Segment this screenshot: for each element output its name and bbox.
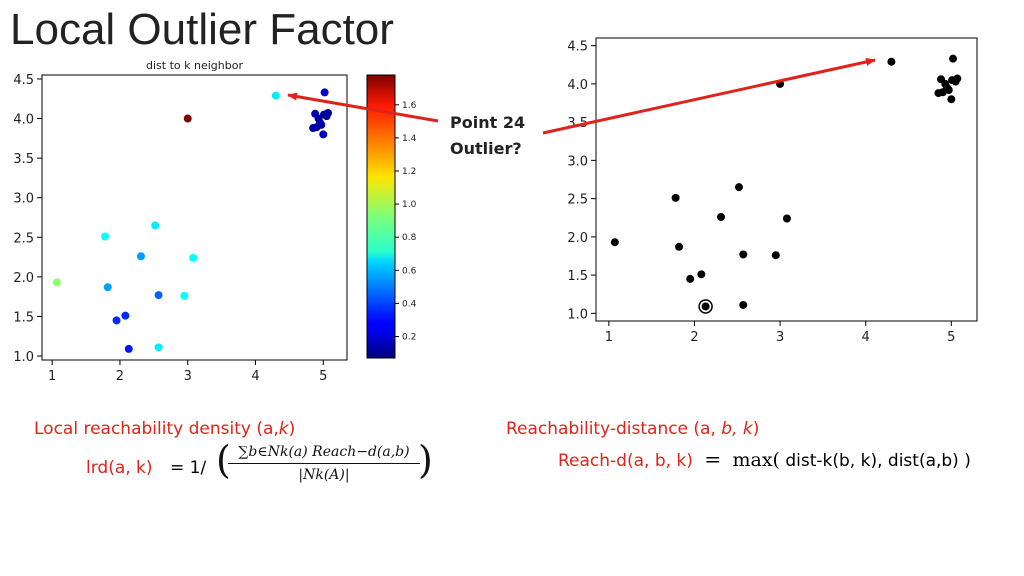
colorbar-tick-label: 1.0 xyxy=(402,200,417,210)
reach-lhs: Reach-d(a, b, k) xyxy=(558,451,693,471)
colorbar-tick-label: 0.6 xyxy=(402,266,417,276)
lrd-eq: = 1/ xyxy=(170,458,207,478)
data-point xyxy=(183,114,192,123)
highlight-ring xyxy=(698,299,713,314)
x-tick-label: 4 xyxy=(862,330,870,345)
data-point xyxy=(739,300,748,309)
data-point xyxy=(101,232,110,241)
data-point xyxy=(103,283,112,292)
data-point xyxy=(947,95,956,104)
data-point xyxy=(686,274,695,283)
lrd-fraction: ∑b∈Nk(a) Reach−d(a,b) |Nk(A)| xyxy=(228,444,420,483)
data-point xyxy=(675,242,684,251)
colorbar-tick-label: 1.2 xyxy=(402,167,416,177)
y-tick-label: 3.0 xyxy=(13,192,34,207)
x-tick-label: 3 xyxy=(776,330,784,345)
x-tick-label: 1 xyxy=(605,330,613,345)
colorbar-tick-label: 0.2 xyxy=(402,332,416,342)
data-point xyxy=(124,344,133,353)
y-tick-label: 1.5 xyxy=(567,269,588,284)
data-point xyxy=(771,251,780,260)
annotation-question: Outlier? xyxy=(450,139,522,158)
colorbar-tick-label: 0.8 xyxy=(402,233,417,243)
x-tick-label: 3 xyxy=(184,369,192,384)
data-point xyxy=(320,88,329,97)
lrd-paren-open: ( xyxy=(216,438,231,482)
data-point xyxy=(697,270,706,279)
arrow-to-right-point xyxy=(542,58,876,135)
data-point xyxy=(610,238,619,247)
y-tick-label: 1.5 xyxy=(13,310,34,325)
x-tick-label: 4 xyxy=(251,369,259,384)
data-point xyxy=(136,252,145,261)
data-point xyxy=(739,250,748,259)
colorbar-tick-label: 1.4 xyxy=(402,134,417,144)
data-point xyxy=(887,57,896,66)
plot-frame xyxy=(41,74,348,361)
data-point xyxy=(271,91,280,100)
y-tick-label: 2.0 xyxy=(567,231,588,246)
x-tick-label: 1 xyxy=(48,369,56,384)
reach-max: max( xyxy=(732,449,780,471)
x-tick-label: 5 xyxy=(947,330,955,345)
data-point xyxy=(319,130,328,139)
y-tick-label: 2.5 xyxy=(13,231,34,246)
y-tick-label: 4.0 xyxy=(567,78,588,93)
data-point xyxy=(52,278,61,287)
data-point xyxy=(151,221,160,230)
y-tick-label: 3.5 xyxy=(13,152,34,167)
x-tick-label: 2 xyxy=(116,369,124,384)
y-tick-label: 3.0 xyxy=(567,154,588,169)
y-tick-label: 4.5 xyxy=(567,40,588,55)
plain-scatter: 1 2 3 4 51.01.52.02.53.03.54.04.5 xyxy=(567,37,978,345)
colorbar-tick-label: 1.6 xyxy=(402,101,417,111)
data-point xyxy=(671,193,680,202)
data-point xyxy=(121,311,130,320)
reach-rhs: dist-k(b, k), dist(a,b) ) xyxy=(779,451,971,471)
y-tick-label: 4.0 xyxy=(13,113,34,128)
data-point xyxy=(953,74,962,83)
outlier-annotation: Point 24 Outlier? xyxy=(450,110,525,162)
plot-title: dist to k neighbor xyxy=(146,59,243,72)
lrd-paren-close: ) xyxy=(418,438,433,482)
data-point xyxy=(717,212,726,221)
colorbar: 0.2 0.4 0.6 0.8 1.0 1.2 1.4 1.6 xyxy=(366,74,417,359)
data-point xyxy=(180,291,189,300)
y-tick-label: 2.5 xyxy=(567,193,588,208)
y-tick-label: 1.0 xyxy=(13,350,34,365)
annotation-arrows xyxy=(287,58,876,135)
data-point xyxy=(112,316,121,325)
y-tick-label: 4.5 xyxy=(13,73,34,88)
annotation-point-label: Point 24 xyxy=(450,113,526,132)
colorbar-gradient xyxy=(366,74,396,359)
data-point xyxy=(154,343,163,352)
data-point xyxy=(189,253,198,262)
lrd-heading: Local reachability density (a,k) xyxy=(34,419,296,439)
data-point xyxy=(782,214,791,223)
slide-title: Local Outlier Factor xyxy=(10,5,394,54)
plot-frame xyxy=(595,37,978,322)
x-tick-label: 5 xyxy=(319,369,327,384)
lrd-lhs: lrd(a, k) xyxy=(86,458,153,478)
data-point xyxy=(309,124,318,133)
data-point xyxy=(934,89,943,98)
lof-colored-scatter: 1 2 3 4 5 1.0 1.5 2.0 2.5 3.0 3.5 4.0 4.5 dist to k n… xyxy=(13,59,348,384)
data-point xyxy=(949,54,958,63)
data-point xyxy=(701,302,710,311)
y-tick-label: 1.0 xyxy=(567,307,588,322)
colorbar-tick-label: 0.4 xyxy=(402,299,417,309)
lrd-numerator: ∑b∈Nk(a) Reach−d(a,b) xyxy=(228,444,420,464)
lrd-formula: lrd(a, k) xyxy=(86,458,153,478)
reach-formula: Reach-d(a, b, k) = max( dist-k(b, k), di… xyxy=(558,447,971,471)
arrow-to-left-point xyxy=(287,92,439,123)
data-point xyxy=(154,291,163,300)
y-tick-label: 2.0 xyxy=(13,271,34,286)
data-point xyxy=(734,183,743,192)
reach-eq: = xyxy=(704,447,722,471)
reach-heading: Reachability-distance (a, b, k) xyxy=(506,419,760,439)
x-tick-label: 2 xyxy=(690,330,698,345)
data-point xyxy=(324,109,333,117)
lrd-denominator: |Nk(A)| xyxy=(298,467,350,483)
